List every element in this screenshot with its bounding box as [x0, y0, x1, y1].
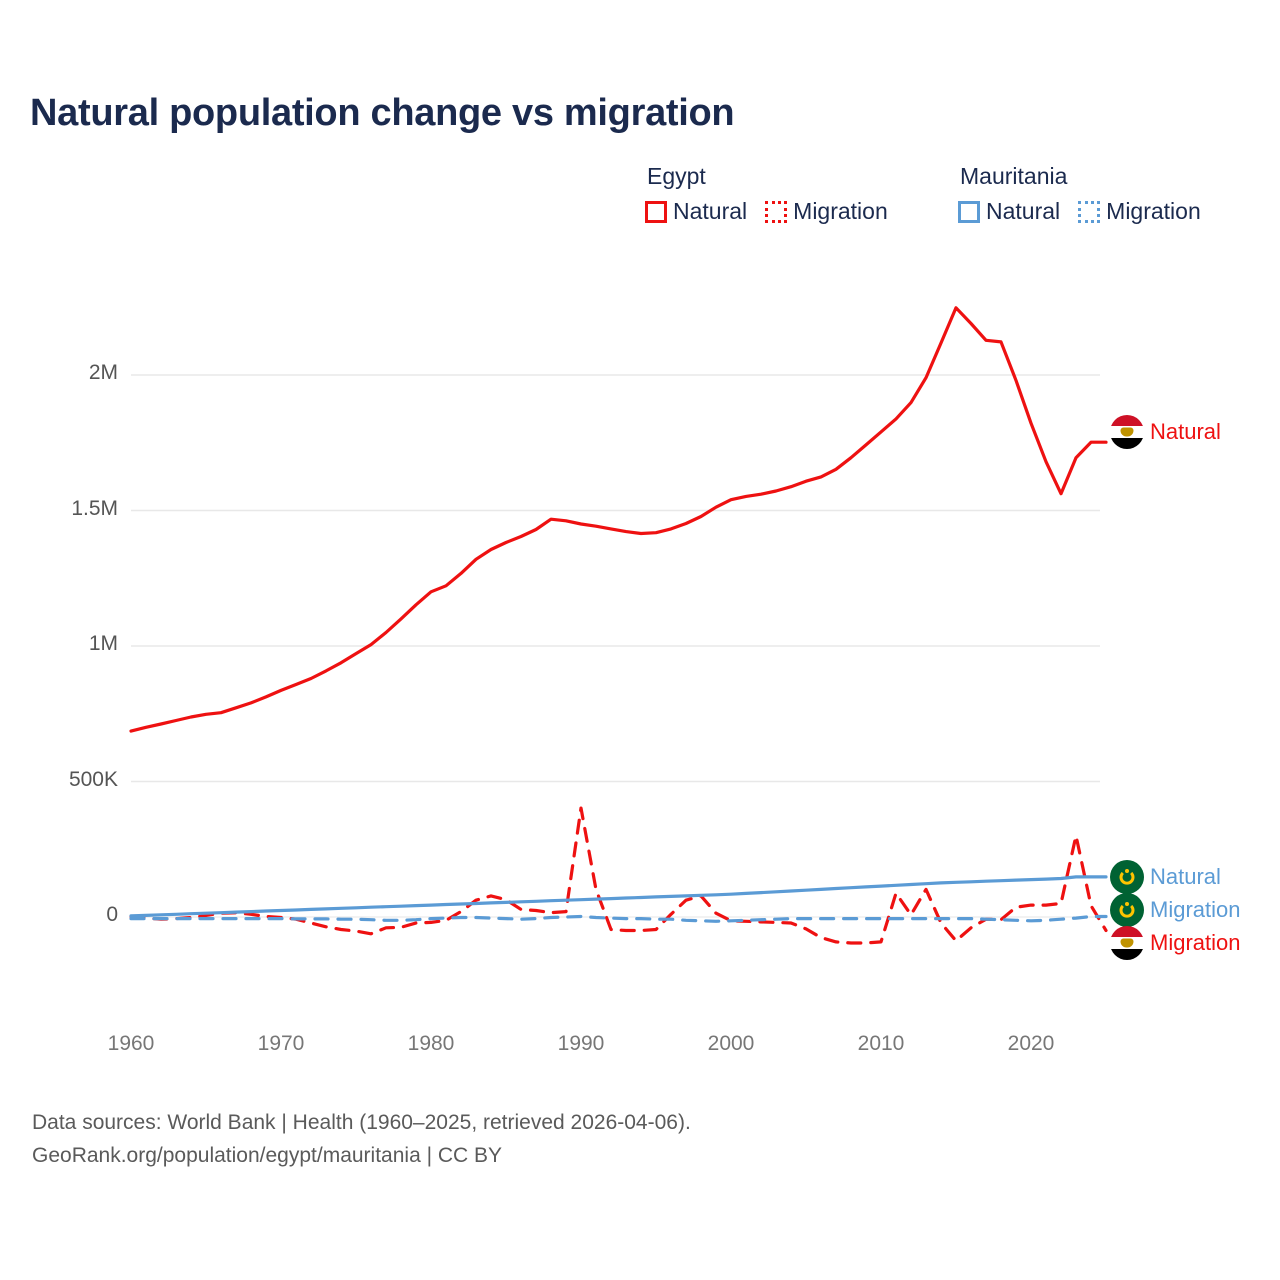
series-line-egypt-migration — [129, 806, 1108, 945]
end-label-text: Natural — [1150, 864, 1221, 889]
end-label: Migration — [1110, 893, 1240, 927]
legend-item-label: Migration — [793, 198, 888, 224]
x-tick-label: 1960 — [107, 1032, 155, 1055]
series-line-mauritania-migration — [129, 914, 1108, 923]
page-title: Natural population change vs migration — [30, 92, 735, 134]
legend-item-label: Natural — [673, 198, 748, 224]
end-label: Migration — [1110, 926, 1240, 960]
legend-country-label: Mauritania — [960, 163, 1068, 189]
egypt-flag-icon — [1110, 415, 1144, 449]
x-tick-label: 1970 — [257, 1032, 305, 1055]
y-tick-label: 1.5M — [71, 496, 118, 520]
egypt-flag-icon — [1110, 926, 1144, 960]
legend-group-egypt: Egypt Natural Migration — [645, 163, 888, 225]
series-line-mauritania-natural — [129, 875, 1108, 918]
legend-item-egypt-natural[interactable]: Natural — [645, 198, 747, 225]
legend-item-mauritania-natural[interactable]: Natural — [958, 198, 1060, 225]
legend-item-label: Natural — [986, 198, 1061, 224]
mauritania-flag-icon — [1110, 860, 1144, 894]
legend-item-label: Migration — [1106, 198, 1201, 224]
footer: Data sources: World Bank | Health (1960–… — [32, 1107, 691, 1172]
mauritania-flag-icon — [1110, 893, 1144, 927]
legend-swatch-dotted-icon — [765, 200, 788, 223]
y-tick-label: 500K — [68, 767, 118, 791]
x-tick-label: 1990 — [557, 1032, 605, 1055]
legend-swatch-solid-icon — [645, 200, 667, 223]
y-tick-label: 2M — [88, 361, 118, 384]
x-tick-label: 2000 — [707, 1032, 755, 1055]
x-tick-label: 2010 — [857, 1032, 905, 1055]
legend-country-label: Egypt — [647, 163, 706, 189]
x-tick-label: 1980 — [407, 1032, 455, 1055]
end-label-text: Migration — [1150, 930, 1241, 955]
y-tick-label: 1M — [88, 632, 118, 655]
end-label: Natural — [1110, 415, 1221, 449]
footer-line-attribution[interactable]: GeoRank.org/population/egypt/mauritania … — [32, 1143, 503, 1167]
legend-group-mauritania: Mauritania Natural Migration — [958, 163, 1201, 225]
legend-item-mauritania-migration[interactable]: Migration — [1078, 198, 1201, 225]
legend-item-egypt-migration[interactable]: Migration — [765, 198, 888, 225]
end-label: Natural — [1110, 860, 1221, 894]
x-tick-label: 2020 — [1007, 1032, 1055, 1055]
legend-swatch-solid-icon — [958, 200, 980, 223]
series-line-egypt-natural — [129, 306, 1108, 733]
end-label-text: Migration — [1150, 897, 1241, 922]
legend-swatch-dotted-icon — [1078, 200, 1101, 223]
y-tick-label: 0 — [106, 903, 118, 926]
footer-line-sources: Data sources: World Bank | Health (1960–… — [32, 1111, 691, 1134]
end-label-text: Natural — [1150, 419, 1221, 444]
